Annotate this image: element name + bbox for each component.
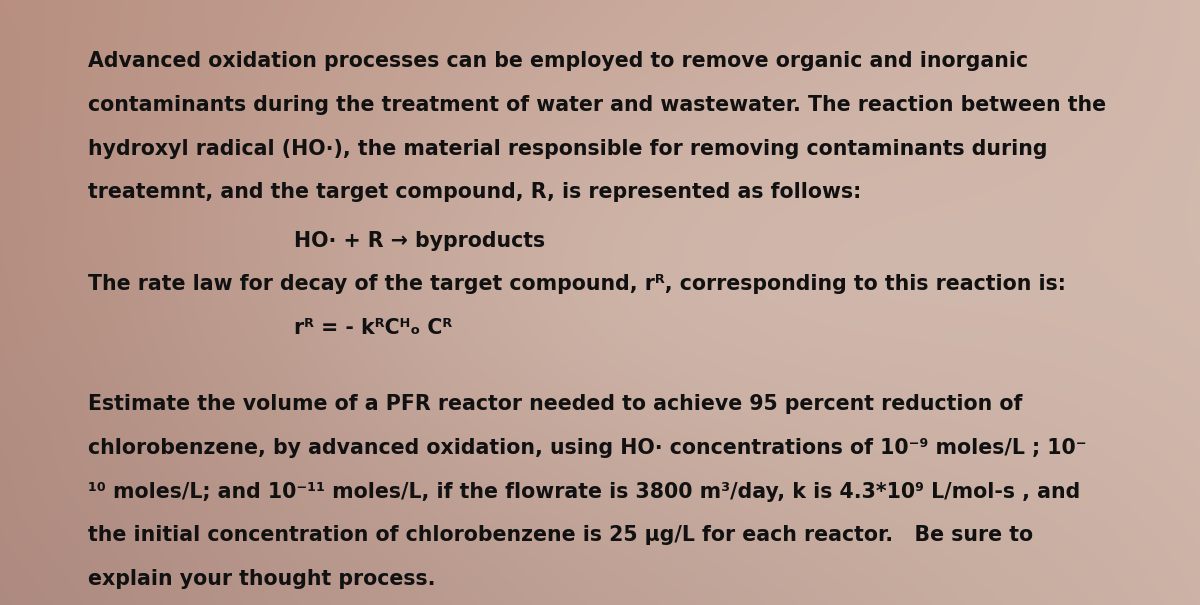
Text: the initial concentration of chlorobenzene is 25 μg/L for each reactor.   Be sur: the initial concentration of chlorobenze…: [88, 525, 1033, 545]
Text: treatemnt, and the target compound, R, is represented as follows:: treatemnt, and the target compound, R, i…: [88, 182, 860, 202]
Text: The rate law for decay of the target compound, rᴿ, corresponding to this reactio: The rate law for decay of the target com…: [88, 274, 1066, 294]
Text: Advanced oxidation processes can be employed to remove organic and inorganic: Advanced oxidation processes can be empl…: [88, 51, 1027, 71]
Text: HO· + R → byproducts: HO· + R → byproducts: [294, 231, 545, 250]
Text: ¹⁰ moles/L; and 10⁻¹¹ moles/L, if the flowrate is 3800 m³/day, k is 4.3*10⁹ L/mo: ¹⁰ moles/L; and 10⁻¹¹ moles/L, if the fl…: [88, 482, 1080, 502]
Text: rᴿ = - kᴿCᴴₒ Cᴿ: rᴿ = - kᴿCᴴₒ Cᴿ: [294, 318, 452, 338]
Text: contaminants during the treatment of water and wastewater. The reaction between : contaminants during the treatment of wat…: [88, 95, 1105, 115]
Text: Estimate the volume of a PFR reactor needed to achieve 95 percent reduction of: Estimate the volume of a PFR reactor nee…: [88, 394, 1022, 414]
Text: chlorobenzene, by advanced oxidation, using HO· concentrations of 10⁻⁹ moles/L ;: chlorobenzene, by advanced oxidation, us…: [88, 438, 1086, 458]
Text: hydroxyl radical (HO·), the material responsible for removing contaminants durin: hydroxyl radical (HO·), the material res…: [88, 139, 1048, 159]
Text: explain your thought process.: explain your thought process.: [88, 569, 436, 589]
